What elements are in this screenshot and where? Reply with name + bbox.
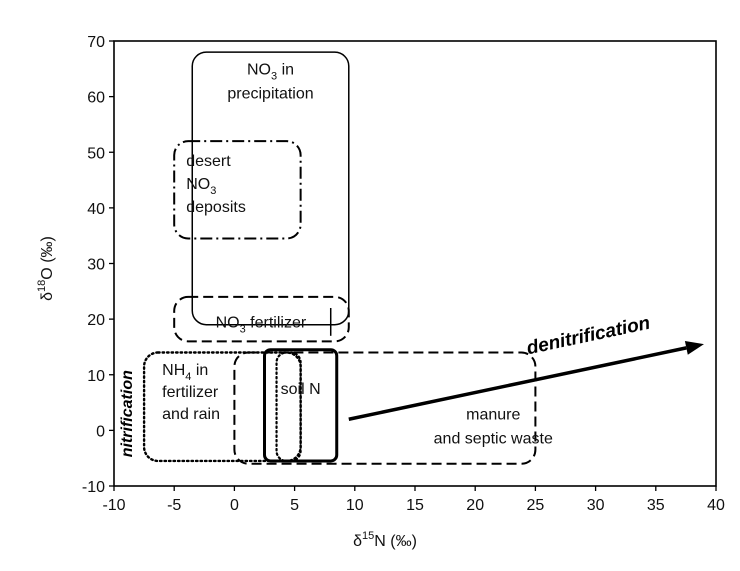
zone-manure: [233, 351, 537, 465]
x-tick-label: 5: [290, 497, 299, 514]
zone-label-nh4: fertilizer: [162, 384, 219, 401]
x-tick-label: 30: [587, 497, 605, 514]
x-tick-label: 0: [230, 497, 239, 514]
soil-n-dotted-inner: [275, 351, 302, 463]
zone-label-desert-no3: NO3: [186, 176, 216, 197]
y-tick-label: 60: [87, 90, 105, 107]
y-tick-label: 10: [87, 368, 105, 385]
zone-label-no3-precip: precipitation: [227, 85, 313, 102]
y-tick-label: 40: [87, 201, 105, 218]
x-tick-label: 15: [406, 497, 424, 514]
x-tick-label: 25: [527, 497, 545, 514]
plot-area: -10 -5 0 5 10 15 20 25 30 35 40 -10 0 10 20 30 40 50 60 70 δ…: [36, 34, 725, 550]
x-tick-label: 20: [466, 497, 484, 514]
y-tick-label: 70: [87, 34, 105, 51]
zone-label-soil-n: soil N: [281, 381, 321, 398]
denitrification-label: denitrification: [525, 313, 652, 360]
zone-label-desert-no3: deposits: [186, 199, 246, 216]
zone-label-nh4: NH4 in: [162, 362, 208, 383]
denitrification-arrow-shaft: [348, 346, 687, 421]
zone-label-manure: and septic waste: [434, 430, 553, 447]
y-tick-label: 30: [87, 257, 105, 274]
zone-label-desert-no3: desert: [186, 153, 231, 170]
zone-nh4: [142, 351, 302, 463]
zone-no3-precip: [191, 51, 350, 326]
y-tick-label: 50: [87, 145, 105, 162]
x-tick-label: 35: [647, 497, 665, 514]
x-axis-label: δ15N (‰): [353, 530, 417, 550]
zone-no3-fertilizer: [173, 295, 350, 343]
x-tick-label: 40: [707, 497, 725, 514]
x-tick-label: -10: [102, 497, 125, 514]
zone-label-nh4: and rain: [162, 406, 220, 423]
denitrification-arrow-head: [684, 341, 704, 355]
y-axis-label: δ18O (‰): [36, 236, 56, 301]
y-tick-label: 20: [87, 312, 105, 329]
x-tick-label: 10: [346, 497, 364, 514]
zone-label-manure: manure: [466, 406, 520, 423]
y-tick-label: -10: [82, 479, 105, 496]
zone-label-no3-precip: NO3 in: [247, 61, 294, 82]
x-tick-label: -5: [167, 497, 181, 514]
zone-desert-no3: [173, 140, 302, 240]
y-tick-label: 0: [96, 423, 105, 440]
zone-label-no3-fertilizer: NO3 fertilizer: [216, 314, 307, 335]
zone-soil-n: [263, 348, 339, 463]
nitrification-label: nitrification: [119, 370, 136, 457]
